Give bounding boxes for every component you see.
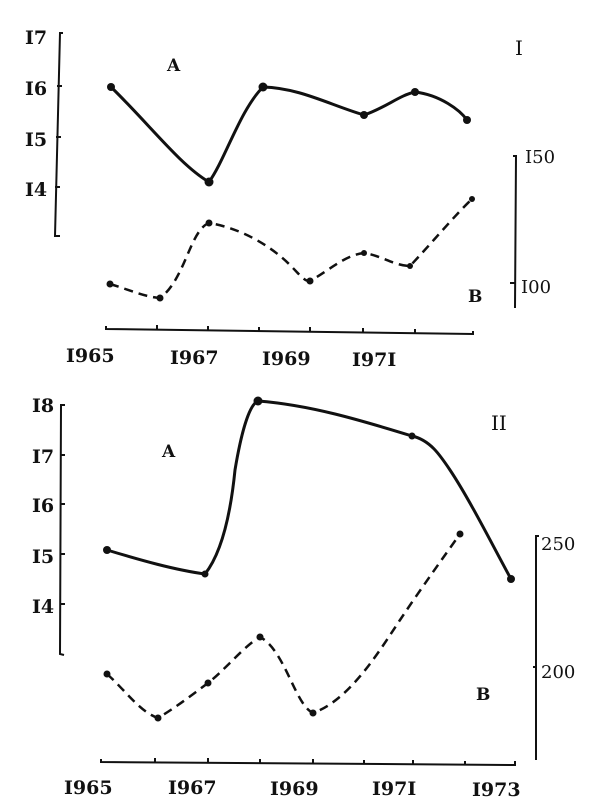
panel2-x-axis <box>100 759 516 767</box>
panel2-left-axis <box>58 404 65 656</box>
panel1-series-a-line <box>109 85 469 184</box>
panel1-x-tick-1967: I967 <box>170 347 219 369</box>
panel1-x-tick-1965: I965 <box>66 345 115 367</box>
panel1-left-tick-16: I6 <box>25 78 47 100</box>
panel1-x-tick-1969: I969 <box>262 348 311 370</box>
panel2-x-tick-1967: I967 <box>168 777 217 799</box>
panel1-right-tick-100: I00 <box>521 277 551 298</box>
panel2-x-tick-1965: I965 <box>64 777 113 799</box>
panel2-series-b-points <box>103 530 464 722</box>
panel2-left-tick-18: I8 <box>32 395 54 417</box>
panel1-series-b-points <box>106 196 475 302</box>
panel1-right-tick-150: I50 <box>525 147 555 168</box>
panel1-left-tick-14: I4 <box>25 179 47 201</box>
panel1-title: I <box>515 36 523 60</box>
panel2-left-tick-15: I5 <box>32 546 54 568</box>
panel2-x-tick-1969: I969 <box>270 778 319 800</box>
panel1-left-tick-15: I5 <box>25 129 47 151</box>
panel1-x-axis <box>105 326 474 336</box>
panel1-x-tick-1971: I97I <box>352 349 396 371</box>
panel2-title: II <box>491 411 507 435</box>
panel2-left-tick-16: I6 <box>32 495 54 517</box>
panel2-right-tick-200: 200 <box>541 662 575 683</box>
panel2-series-a-points <box>103 396 515 583</box>
panel1-series-a-points <box>107 82 471 187</box>
panel-2: I8 I7 I6 I5 I4 250 200 I965 I967 I969 I9… <box>32 395 575 801</box>
panel-1: I7 I6 I5 I4 I50 I00 I965 I967 I969 I97I <box>25 27 555 371</box>
panel2-right-axis <box>535 535 539 760</box>
panel2-left-tick-14: I4 <box>32 596 54 618</box>
panel1-series-a-label: A <box>166 56 181 76</box>
panel2-series-a-label: A <box>161 442 176 462</box>
panel1-right-axis <box>513 155 518 309</box>
panel1-series-b-label: B <box>468 287 482 307</box>
panel1-series-b-line <box>109 198 473 300</box>
panel2-x-tick-1971: I97I <box>372 778 416 800</box>
panel1-left-ticks <box>55 85 62 188</box>
panel1-left-tick-17: I7 <box>25 27 47 49</box>
panel2-x-tick-1973: I973 <box>472 779 521 801</box>
panel2-series-a-line <box>105 399 513 581</box>
panel2-right-tick-250: 250 <box>541 534 575 555</box>
panel1-left-axis <box>53 32 63 237</box>
panel2-series-b-line <box>106 533 462 720</box>
panel2-left-tick-17: I7 <box>32 446 54 468</box>
panel2-series-b-label: B <box>476 685 490 705</box>
